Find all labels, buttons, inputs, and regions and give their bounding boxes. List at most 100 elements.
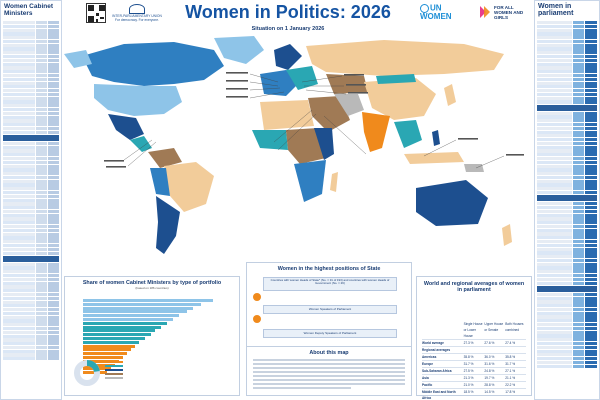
map-indonesia bbox=[404, 152, 464, 164]
table-row bbox=[537, 202, 597, 206]
table-row bbox=[3, 89, 59, 93]
table-row bbox=[3, 345, 59, 350]
about-map-panel: About this map bbox=[246, 346, 412, 396]
table-section-band bbox=[537, 285, 597, 292]
averages-row: Middle East and North Africa 18.5 % 14.5 %… bbox=[422, 389, 526, 400]
table-row bbox=[3, 107, 59, 112]
table-row bbox=[537, 62, 597, 66]
table-row bbox=[3, 100, 59, 104]
cabinet-donut-chart bbox=[74, 360, 100, 386]
map-australia bbox=[416, 180, 488, 226]
averages-cell: 17.8 % bbox=[505, 390, 516, 394]
table-row bbox=[3, 300, 59, 304]
map-east-africa bbox=[314, 128, 334, 160]
map-russia bbox=[306, 40, 504, 76]
deputy-speakers-box: Women Deputy Speakers of Parliament bbox=[263, 329, 397, 338]
table-row bbox=[537, 73, 597, 78]
table-row bbox=[537, 221, 597, 225]
averages-cell: 27.3 % bbox=[463, 341, 474, 345]
averages-cell: 31.6 % bbox=[484, 362, 495, 366]
portfolio-bar bbox=[83, 337, 145, 340]
table-row bbox=[3, 153, 59, 157]
averages-cell: Middle East and North Africa bbox=[422, 390, 456, 400]
table-row bbox=[537, 224, 597, 229]
left-panel-title: Women Cabinet Ministers bbox=[4, 3, 53, 17]
table-row bbox=[3, 198, 59, 202]
table-row bbox=[537, 138, 597, 142]
table-row bbox=[537, 330, 597, 334]
speakers-text: Women Speakers of Parliament bbox=[308, 307, 352, 311]
averages-cell: 21.0 % bbox=[463, 383, 474, 387]
table-row bbox=[3, 149, 59, 153]
table-row bbox=[3, 85, 59, 89]
table-row bbox=[3, 228, 59, 232]
table-row bbox=[3, 319, 59, 323]
table-row bbox=[3, 62, 59, 66]
table-row bbox=[537, 307, 597, 312]
ipu-emblem-icon bbox=[129, 4, 145, 14]
averages-cell: 27.6 % bbox=[484, 341, 495, 345]
table-section-band bbox=[3, 134, 59, 141]
table-row bbox=[3, 32, 59, 36]
averages-cell: 24.8 % bbox=[484, 369, 495, 373]
map-southeast-asia bbox=[394, 120, 422, 148]
table-row bbox=[537, 240, 597, 244]
for-all-women-logo: FOR ALL WOMEN AND GIRLS bbox=[480, 4, 532, 24]
table-row bbox=[537, 262, 597, 266]
table-row bbox=[3, 164, 59, 168]
portfolio-bar bbox=[83, 318, 173, 321]
table-row bbox=[537, 119, 597, 123]
table-row bbox=[537, 55, 597, 59]
table-row bbox=[537, 217, 597, 221]
table-row bbox=[537, 134, 597, 138]
heads-of-state-box: Countries with women Heads of State* (No… bbox=[263, 277, 397, 291]
table-row bbox=[537, 122, 597, 127]
table-row bbox=[3, 240, 59, 244]
table-row bbox=[537, 66, 597, 70]
table-row bbox=[537, 247, 597, 251]
averages-header-row: Single House or Lower House Upper House o… bbox=[422, 321, 526, 340]
averages-cell: 35.8 % bbox=[463, 355, 474, 359]
averages-cell: 36.0 % bbox=[484, 355, 495, 359]
table-row bbox=[3, 123, 59, 127]
qr-code[interactable] bbox=[86, 3, 106, 23]
deputy-speakers-text: Women Deputy Speakers of Parliament bbox=[303, 331, 357, 335]
table-row bbox=[537, 296, 597, 300]
table-row bbox=[537, 364, 597, 368]
averages-cell: 21.1 % bbox=[505, 376, 516, 380]
women-in-parliament-table: Women in parliament bbox=[534, 0, 600, 400]
table-row bbox=[3, 206, 59, 210]
table-row bbox=[537, 36, 597, 40]
averages-header-cell bbox=[422, 321, 464, 339]
table-row bbox=[537, 111, 597, 115]
map-western-europe bbox=[260, 70, 298, 96]
table-row bbox=[537, 126, 597, 130]
table-row bbox=[537, 28, 597, 32]
table-row bbox=[3, 243, 59, 248]
table-row bbox=[537, 115, 597, 119]
averages-table: Single House or Lower House Upper House o… bbox=[422, 321, 526, 400]
table-row bbox=[537, 266, 597, 270]
table-row bbox=[537, 209, 597, 213]
averages-cell: 27.1 % bbox=[505, 369, 516, 373]
averages-header-cell: Both Houses combined bbox=[505, 322, 524, 332]
table-row bbox=[3, 172, 59, 176]
averages-cell: 35.8 % bbox=[505, 355, 516, 359]
table-row bbox=[537, 228, 597, 232]
table-row bbox=[537, 232, 597, 236]
portfolio-bar bbox=[83, 306, 193, 310]
table-row bbox=[3, 160, 59, 164]
averages-cell: 27.4 % bbox=[505, 341, 516, 345]
table-row bbox=[3, 225, 59, 229]
averages-panel-title: World and regional averages of women in … bbox=[423, 281, 525, 293]
for-all-arrow-icon bbox=[480, 6, 490, 18]
table-row bbox=[3, 130, 59, 134]
table-row bbox=[537, 205, 597, 210]
cabinet-panel-title: Share of women Cabinet Ministers by type… bbox=[82, 280, 222, 286]
table-row bbox=[537, 255, 597, 259]
portfolio-bar bbox=[83, 299, 213, 302]
table-row bbox=[3, 168, 59, 172]
table-row bbox=[537, 153, 597, 157]
table-row bbox=[537, 70, 597, 74]
